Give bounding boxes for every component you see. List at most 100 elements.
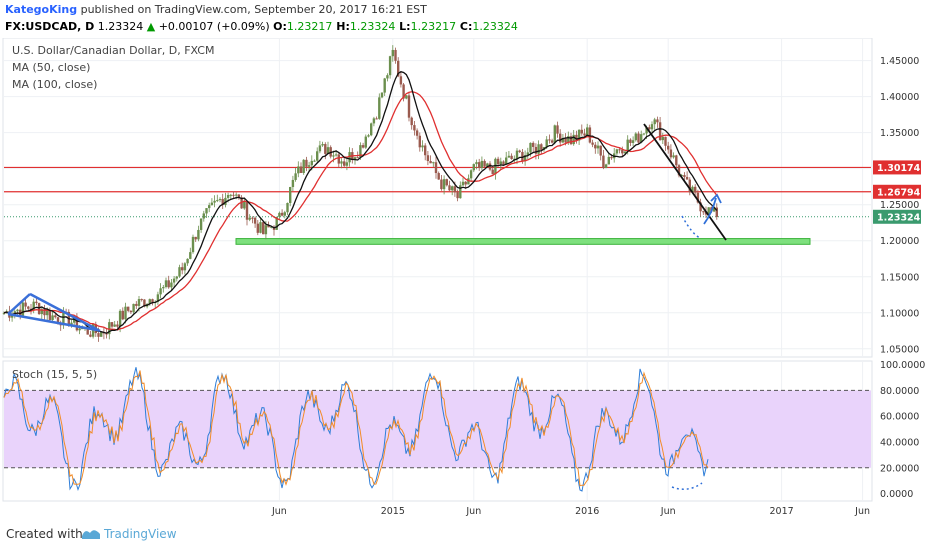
candle-body xyxy=(424,145,427,156)
price-label-text: 1.30174 xyxy=(877,163,921,174)
open-label: O: xyxy=(273,20,287,33)
time-tick-label: Jun xyxy=(660,506,676,517)
stoch-axis[interactable]: 100.0000 80.0000 60.0000 40.0000 20.0000 0.00… xyxy=(880,360,925,500)
candle-body xyxy=(24,302,27,307)
candle-body xyxy=(653,119,656,125)
price-label-text: 1.26794 xyxy=(877,187,921,198)
candle-body xyxy=(278,212,281,217)
candle-body xyxy=(305,159,308,167)
candle-body xyxy=(113,324,116,327)
candle-body xyxy=(16,309,19,312)
candle-body xyxy=(707,207,710,215)
candle-body xyxy=(364,136,367,148)
candle-body xyxy=(229,194,232,196)
candle-body xyxy=(631,140,635,143)
candle-body xyxy=(478,162,481,168)
candle-body xyxy=(367,135,370,137)
candle-body xyxy=(370,123,373,136)
candle-body xyxy=(642,133,646,135)
stoch-tick-label: 80.0000 xyxy=(880,386,919,397)
candle-body xyxy=(54,315,57,318)
candle-body xyxy=(232,194,235,196)
candle-body xyxy=(105,333,108,335)
candle-body xyxy=(483,160,486,167)
candle-body xyxy=(332,155,335,157)
candle-body xyxy=(143,299,146,307)
candle-body xyxy=(378,97,381,119)
candle-body xyxy=(337,154,340,164)
candle-body xyxy=(345,162,349,166)
candle-body xyxy=(534,146,538,154)
candle-body xyxy=(515,150,519,159)
close-value: 1.23324 xyxy=(472,20,518,33)
tradingview-brand[interactable]: TradingView xyxy=(104,527,177,541)
stoch-tick-label: 60.0000 xyxy=(880,412,919,423)
stoch-dots xyxy=(671,482,703,490)
candle-body xyxy=(383,78,386,93)
time-axis[interactable]: Jun2015Jun2016Jun2017Jun2018Jun xyxy=(271,506,932,517)
candle-body xyxy=(202,213,205,219)
candle-body xyxy=(46,310,49,316)
candle-body xyxy=(640,134,643,143)
candle-body xyxy=(502,161,505,165)
candle-body xyxy=(386,75,389,79)
candle-body xyxy=(548,139,551,141)
candle-body xyxy=(545,139,548,148)
candle-body xyxy=(540,144,543,150)
time-tick-label: 2017 xyxy=(770,506,794,517)
candle-body xyxy=(294,173,297,180)
candle-body xyxy=(426,155,430,162)
candle-body xyxy=(48,310,52,320)
candle-body xyxy=(302,159,305,173)
price-label-box xyxy=(873,184,921,199)
candle-body xyxy=(437,173,440,180)
candle-body xyxy=(270,226,273,228)
candle-body xyxy=(121,310,124,320)
candle-body xyxy=(326,147,330,154)
candle-body xyxy=(494,158,497,175)
candle-body xyxy=(513,158,516,160)
stoch-title: Stoch (15, 5, 5) xyxy=(12,368,97,381)
flag-line-c xyxy=(7,312,98,332)
support-zone xyxy=(235,238,811,245)
candle-body xyxy=(445,179,448,186)
candle-body xyxy=(32,301,35,311)
candle-body xyxy=(164,280,168,288)
candle-body xyxy=(529,142,532,153)
candle-body xyxy=(602,155,605,169)
price-axis[interactable]: 1.450001.400001.350001.300001.250001.200… xyxy=(880,56,919,355)
candle-body xyxy=(564,138,567,143)
candle-body xyxy=(521,151,524,162)
candle-body xyxy=(669,149,673,158)
legend-ma100: MA (100, close) xyxy=(12,78,97,91)
created-with-text: Created with xyxy=(6,527,83,541)
candle-body xyxy=(137,299,141,306)
candle-body xyxy=(405,95,408,99)
candle-body xyxy=(100,332,103,337)
candle-body xyxy=(486,163,489,167)
candle-body xyxy=(683,175,686,177)
stoch-tick-label: 40.0000 xyxy=(880,437,919,448)
candle-body xyxy=(132,303,135,313)
candle-body xyxy=(556,125,559,134)
candle-body xyxy=(340,161,343,164)
price-tick-label: 1.20000 xyxy=(880,236,919,247)
candle-body xyxy=(599,145,602,156)
candle-body xyxy=(318,145,322,152)
author-link[interactable]: KategoKing xyxy=(5,3,78,16)
candle-body xyxy=(194,236,197,240)
candle-body xyxy=(151,299,154,304)
candle-body xyxy=(262,222,265,235)
candle-body xyxy=(243,201,246,209)
chart-canvas[interactable]: 1.450001.400001.350001.300001.250001.200… xyxy=(0,38,932,520)
candle-body xyxy=(124,306,127,320)
candle-body xyxy=(259,222,262,233)
price-pane[interactable] xyxy=(2,38,873,358)
candle-body xyxy=(97,333,100,337)
ma50-line xyxy=(3,70,718,334)
candle-body xyxy=(291,179,295,188)
candle-body xyxy=(172,278,176,283)
stoch-band xyxy=(4,390,871,468)
candle-body xyxy=(715,207,718,217)
candle-body xyxy=(237,194,241,198)
